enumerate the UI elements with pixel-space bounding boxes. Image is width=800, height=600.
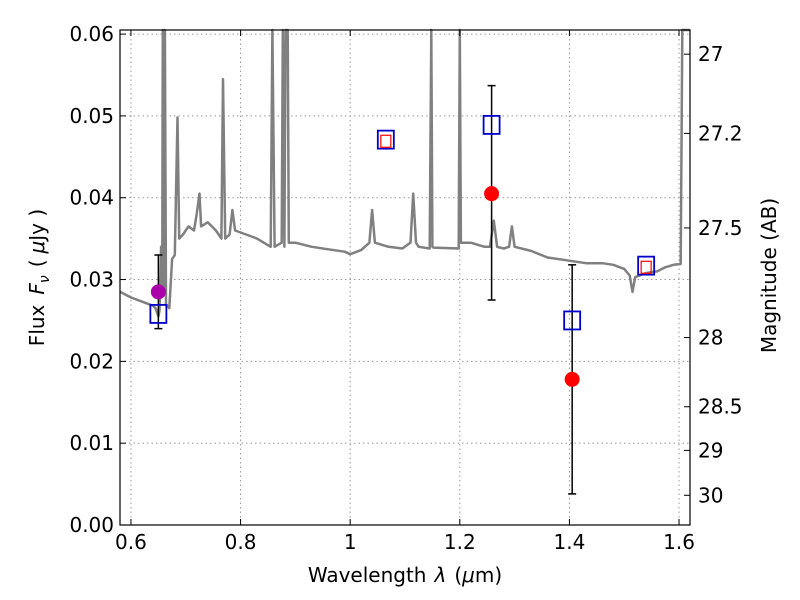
y-tick-label: 0.06	[69, 22, 114, 46]
y-tick-label: 0.01	[69, 431, 114, 455]
y2-tick-label: 27.2	[698, 121, 743, 145]
model-photometry-inner-square	[640, 260, 652, 274]
plot-frame	[119, 29, 691, 526]
model-photometry-square	[149, 304, 168, 324]
y2-tick-label: 29	[698, 438, 723, 462]
y2-axis-label: Magnitude (AB)	[757, 198, 781, 353]
x-tick-label: 0.6	[115, 530, 147, 554]
y-tick-label: 0.05	[69, 104, 114, 128]
plot-area	[119, 28, 690, 495]
y2-tick-label: 27	[698, 42, 723, 66]
y2-tick-label: 28.5	[698, 395, 743, 419]
y2-tick-label: 30	[698, 483, 723, 507]
x-tick-label: 1.6	[663, 530, 695, 554]
axes: 0.6 0.8 1 1.2 1.4 1.6 0.00 0.01 0.02 0.03 0.04 0.05…	[69, 22, 742, 554]
y-axis-label: FluxFν(μJy )	[25, 209, 53, 346]
y-tick-label: 0.04	[69, 186, 114, 210]
model-photometry-inner-square	[380, 134, 392, 148]
y2-tick-label: 27.5	[698, 216, 743, 240]
x-tick-label: 1.2	[444, 530, 476, 554]
x-tick-label: 1.4	[554, 530, 586, 554]
model-photometry-square	[637, 255, 656, 276]
observed-point	[484, 186, 500, 202]
y-tick-label: 0.02	[69, 349, 114, 373]
y2-tick-label: 28	[698, 326, 723, 350]
x-axis-label: Wavelength λ (μm)	[308, 563, 502, 587]
y-tick-label: 0.00	[69, 513, 114, 537]
observed-highlight-point	[150, 284, 166, 300]
observed-point	[564, 371, 580, 387]
y-tick-label: 0.03	[69, 268, 114, 292]
model-photometry-square	[482, 115, 501, 135]
model-photometry-square	[563, 310, 582, 331]
model-photometry-square	[376, 129, 395, 150]
x-tick-label: 1	[344, 530, 357, 554]
x-tick-label: 0.8	[225, 530, 257, 554]
model-spectrum-line	[119, 28, 690, 318]
